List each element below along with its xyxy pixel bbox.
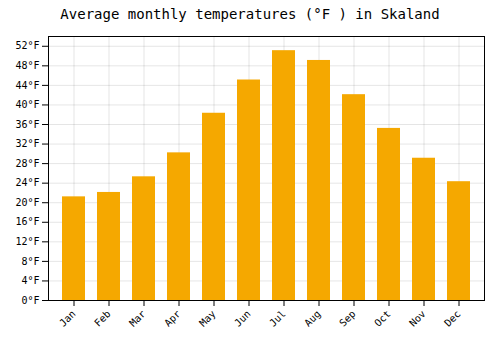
svg-text:8°F: 8°F xyxy=(21,256,39,267)
svg-text:Jul: Jul xyxy=(267,308,288,329)
svg-text:Sep: Sep xyxy=(337,308,358,329)
svg-text:40°F: 40°F xyxy=(15,99,39,110)
svg-text:May: May xyxy=(197,308,218,329)
svg-text:Nov: Nov xyxy=(407,308,428,329)
svg-text:4°F: 4°F xyxy=(21,275,39,286)
svg-text:Apr: Apr xyxy=(162,308,183,329)
svg-text:48°F: 48°F xyxy=(15,60,39,71)
svg-text:0°F: 0°F xyxy=(21,295,39,306)
svg-text:44°F: 44°F xyxy=(15,80,39,91)
svg-text:16°F: 16°F xyxy=(15,216,39,227)
svg-text:24°F: 24°F xyxy=(15,177,39,188)
svg-text:Mar: Mar xyxy=(127,308,148,329)
svg-text:Feb: Feb xyxy=(92,308,113,329)
svg-text:Jun: Jun xyxy=(232,308,253,329)
svg-text:Dec: Dec xyxy=(442,308,463,329)
svg-text:Aug: Aug xyxy=(302,308,323,329)
svg-text:36°F: 36°F xyxy=(15,119,39,130)
svg-text:52°F: 52°F xyxy=(15,40,39,51)
svg-text:20°F: 20°F xyxy=(15,197,39,208)
svg-text:12°F: 12°F xyxy=(15,236,39,247)
svg-text:28°F: 28°F xyxy=(15,158,39,169)
svg-text:32°F: 32°F xyxy=(15,138,39,149)
html-text:Average monthly temperatures (: Average monthly temperatures (°F ) in Sk… xyxy=(60,6,440,22)
svg-text:Jan: Jan xyxy=(57,308,78,329)
svg-text:Oct: Oct xyxy=(372,308,393,329)
